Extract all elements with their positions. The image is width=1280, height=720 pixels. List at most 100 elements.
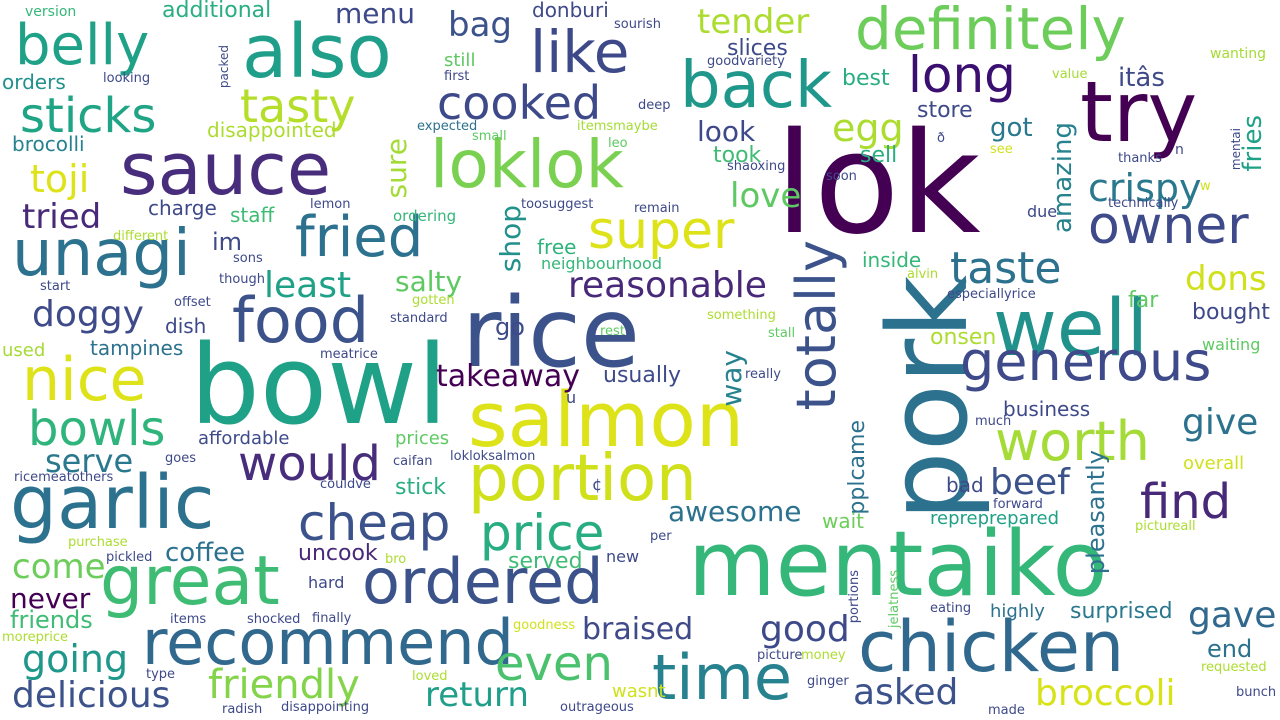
word-7: well [993, 284, 1149, 374]
word-11: garlic [10, 460, 215, 546]
word-20: back [680, 49, 833, 123]
word-143: soon [826, 169, 857, 184]
word-166: caifan [393, 454, 433, 469]
word-110: affordable [198, 428, 290, 449]
word-191: loved [412, 669, 448, 684]
word-136: shaoxing [727, 159, 786, 174]
word-104: best [842, 66, 890, 91]
word-2: rice [462, 277, 640, 389]
word-151: though [219, 272, 266, 287]
word-68: bag [448, 5, 512, 45]
word-172: purchase [68, 535, 128, 550]
word-48: braised [582, 612, 694, 647]
word-9: chicken [858, 606, 1125, 688]
word-67: coffee [165, 538, 246, 568]
word-42: friendly [208, 662, 360, 708]
word-198: bunch [1236, 685, 1277, 700]
word-12: great [100, 542, 280, 621]
word-175: pickled [106, 550, 153, 565]
word-112: repreprepared [930, 508, 1060, 529]
word-73: sure [380, 138, 413, 199]
word-181: items [170, 612, 207, 627]
word-85: usually [603, 363, 682, 388]
word-141: thanks [1118, 151, 1162, 166]
word-115: due [1027, 202, 1058, 221]
word-71: way [715, 350, 748, 407]
word-51: tender [697, 2, 810, 42]
word-81: end [1207, 635, 1253, 663]
word-164: u [566, 388, 577, 407]
word-183: finally [312, 611, 352, 626]
word-189: requested [1201, 660, 1267, 675]
word-34: bowls [28, 401, 166, 457]
word-119: bad [946, 473, 984, 497]
word-129: first [444, 69, 470, 84]
word-126: value [1052, 67, 1088, 82]
word-91: bought [1192, 300, 1270, 325]
word-109: tampines [90, 336, 184, 360]
word-80: look [697, 115, 756, 148]
word-127: packed [217, 45, 231, 89]
word-121: still [444, 50, 476, 71]
word-93: itâs [1118, 63, 1165, 93]
word-99: staff [230, 203, 275, 227]
word-180: jelatness [887, 570, 902, 629]
word-64: give [1182, 402, 1259, 443]
word-170: ¢ [592, 475, 603, 494]
word-59: doggy [32, 294, 144, 335]
word-113: far [1128, 288, 1159, 313]
word-138: n [1175, 142, 1184, 158]
word-195: disappointing [281, 700, 370, 715]
word-75: fries [1238, 115, 1268, 172]
word-100: dish [165, 314, 207, 338]
word-155: standard [390, 311, 448, 326]
word-131: deep [638, 98, 671, 113]
word-13: portion [468, 442, 697, 516]
word-116: waiting [1202, 335, 1261, 354]
word-31: long [908, 46, 1016, 104]
word-65: come [12, 547, 106, 587]
word-132: expected [417, 119, 478, 134]
word-98: charge [148, 196, 217, 220]
word-106: disappointed [207, 118, 337, 142]
word-10: also [242, 9, 392, 95]
word-156: rest [600, 324, 625, 339]
word-171: forward [993, 497, 1043, 512]
word-43: delicious [12, 675, 171, 716]
word-178: hard [308, 573, 345, 592]
word-188: money [801, 648, 846, 663]
word-82: got [990, 113, 1033, 143]
word-124: sourish [614, 17, 661, 32]
word-167: lokloksalmon [450, 449, 536, 464]
word-120: used [2, 340, 46, 361]
word-96: onsen [930, 325, 997, 350]
word-53: crispy [1088, 166, 1202, 210]
word-54: reasonable [568, 265, 767, 306]
word-62: awesome [668, 495, 802, 528]
word-163: much [975, 414, 1012, 429]
word-122: neighbourhood [541, 254, 662, 273]
word-125: wanting [1210, 46, 1267, 62]
word-0: lok [775, 103, 981, 266]
word-140: see [990, 142, 1013, 157]
word-128: looking [103, 71, 151, 86]
word-55: beef [990, 462, 1070, 503]
word-22: nice [22, 345, 147, 415]
word-94: sell [860, 143, 898, 168]
word-35: tasty [240, 79, 356, 133]
word-14: loklok [430, 126, 624, 203]
word-139: mentai [1229, 128, 1243, 171]
word-21: definitely [855, 0, 1126, 63]
word-105: additional [162, 0, 272, 23]
word-152: start [40, 279, 71, 294]
word-173: per [650, 529, 672, 544]
word-133: small [472, 129, 507, 144]
word-97: took [713, 143, 762, 168]
word-18: food [232, 284, 370, 357]
word-146: toosuggest [521, 197, 594, 212]
word-33: super [588, 201, 735, 261]
word-111: prices [395, 428, 450, 449]
word-44: going [22, 637, 129, 681]
word-24: totally [785, 240, 848, 411]
word-174: pictureall [1135, 519, 1196, 534]
